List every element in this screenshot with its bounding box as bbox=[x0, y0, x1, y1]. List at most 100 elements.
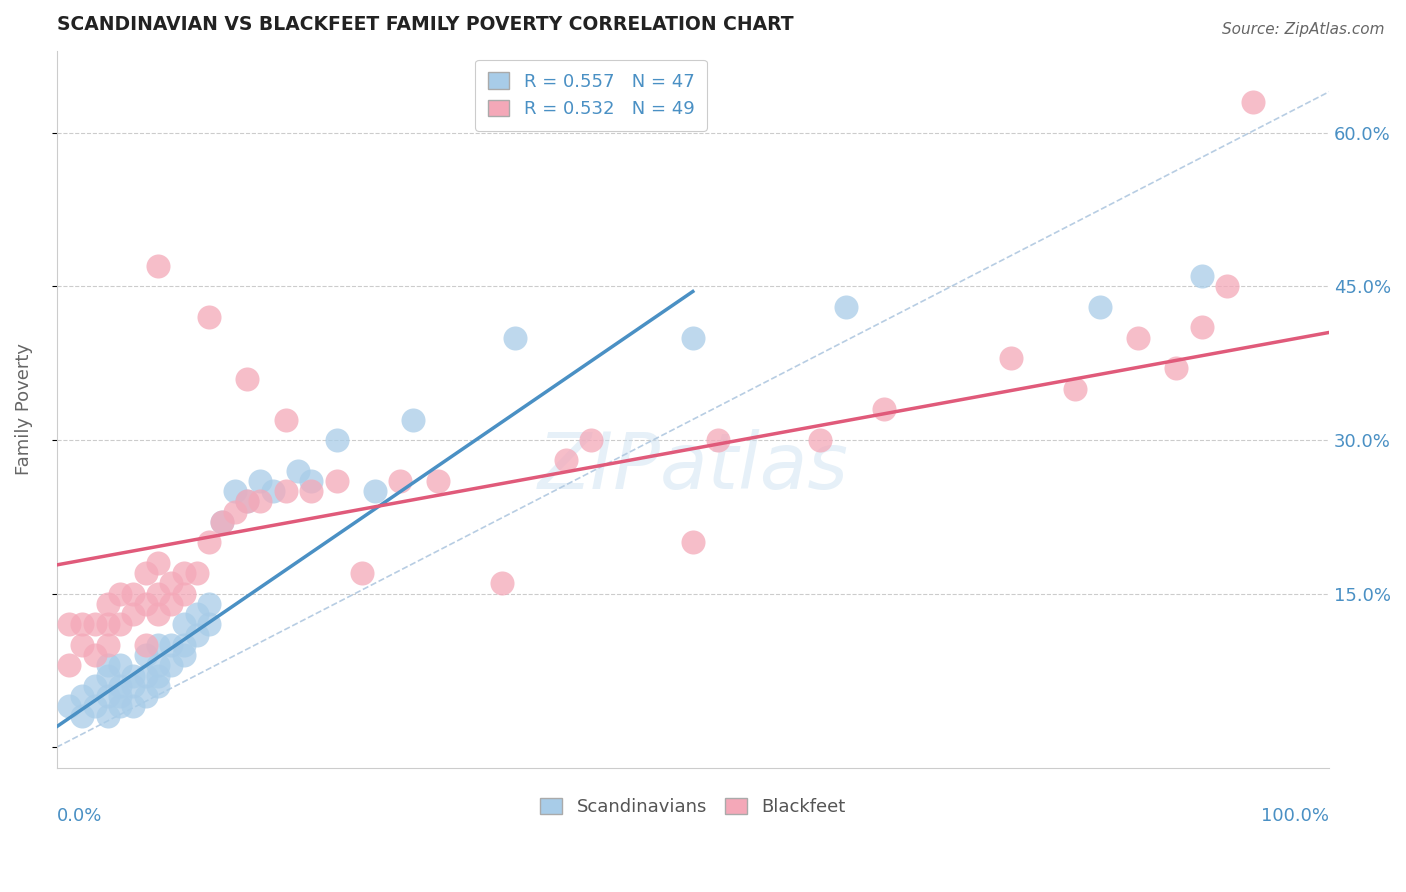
Point bbox=[160, 597, 183, 611]
Point bbox=[274, 484, 297, 499]
Point bbox=[122, 586, 145, 600]
Point bbox=[249, 474, 271, 488]
Point bbox=[110, 658, 132, 673]
Point bbox=[350, 566, 373, 581]
Point bbox=[135, 648, 157, 662]
Point bbox=[70, 709, 93, 723]
Point bbox=[1126, 330, 1149, 344]
Point bbox=[808, 433, 831, 447]
Point bbox=[236, 494, 259, 508]
Point bbox=[160, 576, 183, 591]
Point bbox=[554, 453, 576, 467]
Point bbox=[224, 484, 246, 499]
Point bbox=[160, 638, 183, 652]
Point bbox=[96, 658, 118, 673]
Point bbox=[96, 689, 118, 703]
Point bbox=[135, 597, 157, 611]
Point bbox=[122, 668, 145, 682]
Point bbox=[148, 679, 170, 693]
Point bbox=[236, 371, 259, 385]
Point bbox=[122, 699, 145, 714]
Point bbox=[58, 658, 80, 673]
Point bbox=[110, 699, 132, 714]
Point bbox=[427, 474, 450, 488]
Point bbox=[579, 433, 602, 447]
Point bbox=[1191, 269, 1213, 284]
Point bbox=[58, 699, 80, 714]
Point bbox=[83, 699, 105, 714]
Point bbox=[491, 576, 513, 591]
Point bbox=[834, 300, 856, 314]
Point bbox=[135, 566, 157, 581]
Text: 100.0%: 100.0% bbox=[1261, 807, 1329, 825]
Point bbox=[70, 617, 93, 632]
Point bbox=[299, 484, 322, 499]
Point bbox=[160, 658, 183, 673]
Point bbox=[70, 689, 93, 703]
Point bbox=[873, 402, 896, 417]
Point bbox=[402, 412, 425, 426]
Point bbox=[122, 607, 145, 621]
Point bbox=[1216, 279, 1239, 293]
Point bbox=[1241, 95, 1264, 109]
Point bbox=[287, 464, 309, 478]
Legend: Scandinavians, Blackfeet: Scandinavians, Blackfeet bbox=[533, 790, 852, 823]
Point bbox=[148, 259, 170, 273]
Point bbox=[389, 474, 412, 488]
Point bbox=[173, 638, 195, 652]
Point bbox=[262, 484, 284, 499]
Point bbox=[198, 310, 221, 324]
Point bbox=[186, 566, 208, 581]
Point bbox=[148, 638, 170, 652]
Point bbox=[211, 515, 233, 529]
Point bbox=[173, 617, 195, 632]
Point bbox=[186, 607, 208, 621]
Point bbox=[325, 433, 347, 447]
Point bbox=[173, 586, 195, 600]
Point bbox=[198, 597, 221, 611]
Point bbox=[1000, 351, 1022, 365]
Point bbox=[96, 638, 118, 652]
Point bbox=[148, 607, 170, 621]
Point bbox=[1088, 300, 1111, 314]
Text: SCANDINAVIAN VS BLACKFEET FAMILY POVERTY CORRELATION CHART: SCANDINAVIAN VS BLACKFEET FAMILY POVERTY… bbox=[56, 15, 793, 34]
Text: Source: ZipAtlas.com: Source: ZipAtlas.com bbox=[1222, 22, 1385, 37]
Point bbox=[173, 648, 195, 662]
Point bbox=[299, 474, 322, 488]
Point bbox=[96, 668, 118, 682]
Point bbox=[83, 648, 105, 662]
Point bbox=[249, 494, 271, 508]
Point bbox=[70, 638, 93, 652]
Point bbox=[682, 330, 704, 344]
Point bbox=[96, 709, 118, 723]
Point bbox=[224, 505, 246, 519]
Point bbox=[83, 617, 105, 632]
Point bbox=[274, 412, 297, 426]
Point bbox=[682, 535, 704, 549]
Point bbox=[148, 556, 170, 570]
Point bbox=[110, 679, 132, 693]
Point bbox=[198, 617, 221, 632]
Text: ZIPatlas: ZIPatlas bbox=[537, 429, 848, 505]
Point bbox=[58, 617, 80, 632]
Y-axis label: Family Poverty: Family Poverty bbox=[15, 343, 32, 475]
Point bbox=[135, 689, 157, 703]
Point bbox=[364, 484, 387, 499]
Point bbox=[503, 330, 526, 344]
Point bbox=[96, 597, 118, 611]
Point bbox=[110, 617, 132, 632]
Point bbox=[96, 617, 118, 632]
Point bbox=[122, 679, 145, 693]
Point bbox=[148, 658, 170, 673]
Point bbox=[83, 679, 105, 693]
Text: 0.0%: 0.0% bbox=[56, 807, 103, 825]
Point bbox=[148, 668, 170, 682]
Point bbox=[148, 586, 170, 600]
Point bbox=[325, 474, 347, 488]
Point bbox=[110, 689, 132, 703]
Point bbox=[1191, 320, 1213, 334]
Point bbox=[135, 638, 157, 652]
Point bbox=[173, 566, 195, 581]
Point bbox=[707, 433, 730, 447]
Point bbox=[186, 627, 208, 641]
